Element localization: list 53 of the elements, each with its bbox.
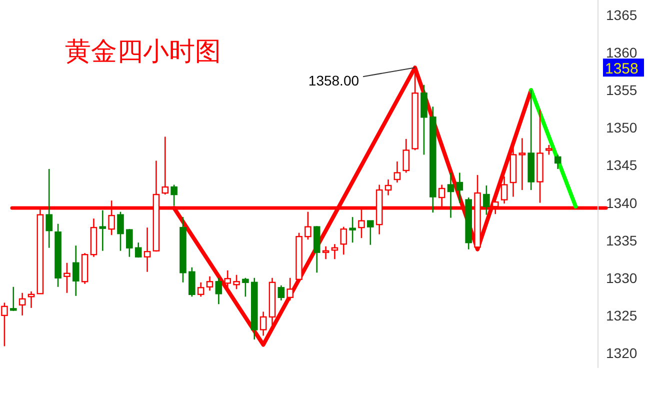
candlestick [18,292,26,316]
candlestick [322,246,330,260]
candlestick [188,266,196,298]
candlestick [46,168,52,248]
candlestick [447,172,454,218]
candlestick [117,211,124,252]
candlestick [134,242,142,258]
candlestick [10,286,17,312]
candlestick [99,210,106,252]
candlestick [402,138,410,174]
y-tick-label: 1360 [606,44,638,61]
y-tick-label: 1325 [606,307,638,324]
y-tick-label: 1350 [606,120,638,136]
y-tick-label: 1335 [606,232,638,248]
candlestick [1,302,8,347]
candlestick [331,243,338,260]
annotation: 1358 [605,60,638,78]
candlestick [242,277,249,298]
candlestick [483,184,490,216]
candlestick [126,228,133,258]
y-tick-label: 1330 [606,270,638,286]
candlestick [554,154,562,170]
candlestick [260,311,267,336]
candlestick [367,220,374,246]
y-tick-label: 1320 [606,344,638,361]
y-tick-label: 1355 [606,82,638,98]
candlestick [215,277,222,305]
candlestick [206,276,214,292]
annotation: 1358.00 [308,72,360,89]
candlestick [278,284,285,302]
y-tick-label: 1365 [606,7,638,24]
candlestick [170,184,178,206]
candlestick [64,262,70,294]
candlestick [546,144,552,156]
candlestick [286,277,294,302]
y-tick-label: 1340 [606,194,638,211]
candlestick [340,226,348,256]
candlestick [28,290,35,309]
candlestick [197,282,204,298]
candlestick [394,160,401,184]
candlestick [224,270,231,290]
y-tick-label: 1345 [606,157,638,174]
candlestick [518,138,526,191]
candlestick [456,172,464,204]
candlestick [304,211,312,240]
candlestick [500,176,508,204]
candlestick [162,136,169,196]
candlestick [349,216,356,244]
candlestick [144,226,151,273]
text: 黄金四小时图 [65,37,221,66]
candlestick [384,178,392,196]
candlestick [233,274,240,290]
candlestick [72,244,80,297]
